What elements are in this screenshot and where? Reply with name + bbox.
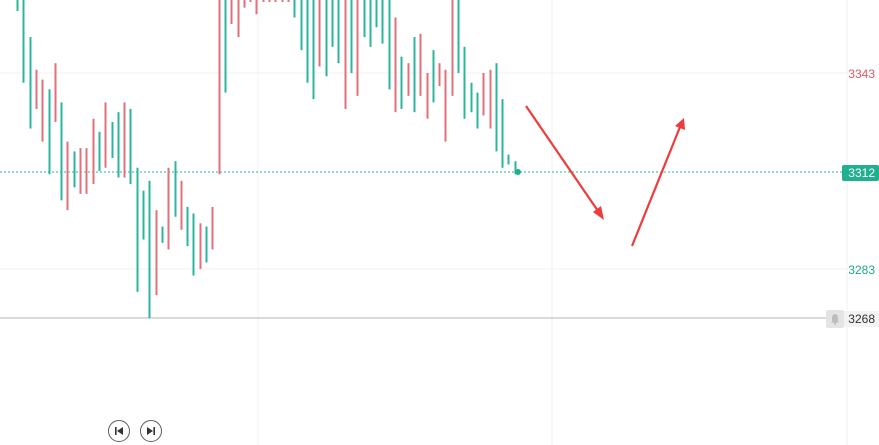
y-tick-label-3343: 3343 [848,67,875,81]
candle [262,0,265,2]
candle [394,17,397,113]
skip-back-icon [115,427,123,435]
candle [249,0,252,2]
next-button[interactable] [140,420,162,442]
down-arrow-shaft [525,105,599,212]
candle [230,0,233,24]
y-tick-label-3283: 3283 [848,263,875,277]
candle [426,73,429,119]
candle [489,69,492,129]
candle [501,99,504,168]
candle [281,0,284,2]
candle [54,63,57,122]
candle [243,0,246,8]
skip-forward-icon [147,427,155,435]
candle [482,73,485,116]
candle [312,0,315,100]
candle [66,141,69,211]
candle [470,82,473,113]
candle [174,161,177,217]
candle [274,0,277,2]
candle [167,167,170,250]
candle [325,0,328,77]
candle [104,102,107,168]
candle [451,0,454,96]
candle [432,50,435,103]
candle [356,0,359,96]
candle [192,213,195,276]
reference-price-label: 3268 [842,311,879,327]
candle [211,206,214,250]
candle [350,0,353,73]
candle [293,0,296,18]
candle [507,154,510,165]
candle [419,33,422,96]
candle [218,0,221,175]
candle [438,63,441,87]
candle [255,0,258,15]
candle [300,0,303,51]
candle [476,92,479,129]
candle [344,0,347,109]
candle [457,0,460,73]
candle [199,223,202,269]
candle [92,118,95,185]
candle [287,0,290,2]
candle [161,226,164,243]
candle [337,0,340,64]
candle [463,46,466,119]
candle [224,0,227,93]
last-price-dot [515,169,521,175]
candle [22,0,25,83]
candle [79,148,82,194]
candle [268,0,271,2]
candle [306,0,309,83]
up-arrow-shaft [630,126,682,247]
candle [123,102,126,178]
candle [180,180,183,230]
candle [400,56,403,109]
candle [142,190,145,240]
candle [73,151,76,188]
candle [111,122,114,158]
candle [136,167,139,292]
candle [407,63,410,96]
candle [60,102,63,201]
candle [495,63,498,152]
candle [16,0,19,11]
down-arrow-head [593,206,604,220]
bell-icon[interactable] [826,310,844,328]
candle [444,69,447,142]
prev-button[interactable] [108,420,130,442]
candle [413,37,416,113]
candles [16,0,517,318]
candle [98,131,101,171]
down-arrow [525,105,604,220]
candle [375,0,378,28]
candle [48,89,51,175]
current-price-label: 3312 [842,165,879,181]
up-arrow [630,118,685,247]
candle [85,148,88,194]
candle [129,108,132,185]
candle [318,0,321,67]
candle [237,0,240,38]
candle [29,37,32,129]
candle [41,79,44,142]
up-arrow-head [675,118,685,130]
candle [117,112,120,178]
candle [186,206,189,247]
candle [369,0,372,47]
candle [148,180,151,318]
candle [331,0,334,47]
candle [205,226,208,263]
candle [363,0,366,38]
candle [514,161,517,175]
candle [155,210,158,296]
candle [388,0,391,90]
candle [35,69,38,109]
candle [381,0,384,44]
